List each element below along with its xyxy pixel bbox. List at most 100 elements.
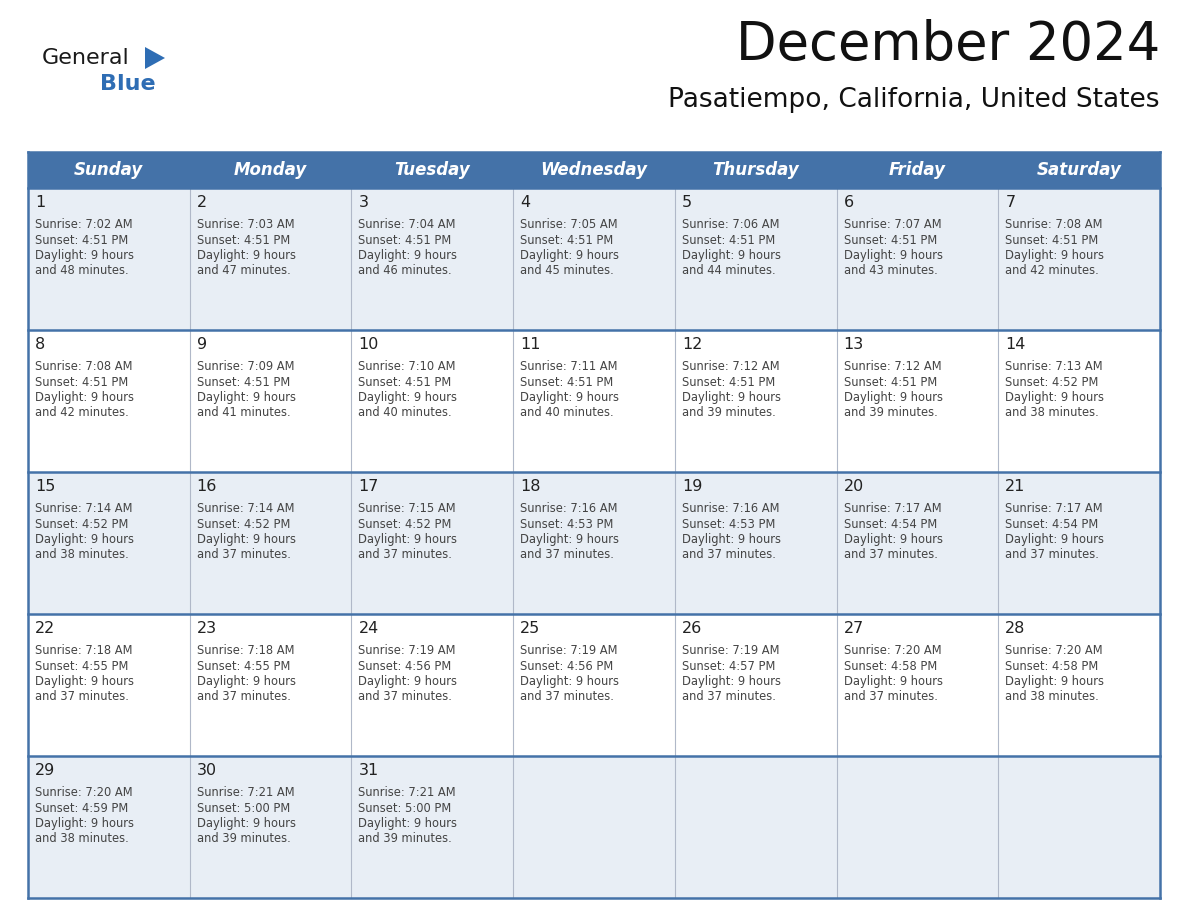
Text: and 42 minutes.: and 42 minutes.	[34, 407, 128, 420]
Text: Sunrise: 7:08 AM: Sunrise: 7:08 AM	[34, 360, 133, 373]
Text: Thursday: Thursday	[713, 161, 800, 179]
Text: and 38 minutes.: and 38 minutes.	[34, 548, 128, 562]
Text: Sunset: 4:51 PM: Sunset: 4:51 PM	[197, 233, 290, 247]
Text: and 38 minutes.: and 38 minutes.	[34, 833, 128, 845]
Text: 9: 9	[197, 337, 207, 352]
Text: Sunrise: 7:18 AM: Sunrise: 7:18 AM	[197, 644, 295, 657]
Text: Sunrise: 7:12 AM: Sunrise: 7:12 AM	[843, 360, 941, 373]
Text: Sunset: 4:51 PM: Sunset: 4:51 PM	[359, 375, 451, 388]
Text: 28: 28	[1005, 621, 1025, 636]
Text: Sunrise: 7:16 AM: Sunrise: 7:16 AM	[682, 502, 779, 515]
Text: Sunset: 4:52 PM: Sunset: 4:52 PM	[359, 518, 451, 531]
Text: Sunrise: 7:19 AM: Sunrise: 7:19 AM	[520, 644, 618, 657]
Text: and 37 minutes.: and 37 minutes.	[682, 690, 776, 703]
Text: Sunrise: 7:08 AM: Sunrise: 7:08 AM	[1005, 218, 1102, 231]
Text: Sunset: 4:55 PM: Sunset: 4:55 PM	[34, 659, 128, 673]
Text: Sunset: 4:51 PM: Sunset: 4:51 PM	[359, 233, 451, 247]
Text: Sunrise: 7:21 AM: Sunrise: 7:21 AM	[197, 786, 295, 799]
Text: Sunset: 4:51 PM: Sunset: 4:51 PM	[843, 375, 937, 388]
Text: Daylight: 9 hours: Daylight: 9 hours	[843, 391, 942, 404]
Text: Sunrise: 7:14 AM: Sunrise: 7:14 AM	[34, 502, 133, 515]
Text: and 42 minutes.: and 42 minutes.	[1005, 264, 1099, 277]
Text: 12: 12	[682, 337, 702, 352]
Bar	[29, 330, 1159, 472]
Text: Sunset: 4:51 PM: Sunset: 4:51 PM	[197, 375, 290, 388]
Text: Sunset: 4:51 PM: Sunset: 4:51 PM	[520, 233, 613, 247]
Text: Sunrise: 7:12 AM: Sunrise: 7:12 AM	[682, 360, 779, 373]
Text: Sunset: 4:53 PM: Sunset: 4:53 PM	[682, 518, 776, 531]
Text: Sunset: 4:52 PM: Sunset: 4:52 PM	[1005, 375, 1099, 388]
Text: Daylight: 9 hours: Daylight: 9 hours	[1005, 675, 1105, 688]
Text: and 37 minutes.: and 37 minutes.	[682, 548, 776, 562]
Text: Sunrise: 7:19 AM: Sunrise: 7:19 AM	[359, 644, 456, 657]
Text: 8: 8	[34, 337, 45, 352]
Text: Daylight: 9 hours: Daylight: 9 hours	[520, 533, 619, 546]
Text: Sunrise: 7:17 AM: Sunrise: 7:17 AM	[843, 502, 941, 515]
Text: Daylight: 9 hours: Daylight: 9 hours	[520, 391, 619, 404]
Text: and 37 minutes.: and 37 minutes.	[359, 548, 453, 562]
Text: Sunset: 4:56 PM: Sunset: 4:56 PM	[359, 659, 451, 673]
Text: Sunset: 4:58 PM: Sunset: 4:58 PM	[843, 659, 937, 673]
Bar	[29, 188, 1159, 330]
Text: and 47 minutes.: and 47 minutes.	[197, 264, 290, 277]
Text: Sunset: 4:52 PM: Sunset: 4:52 PM	[34, 518, 128, 531]
Text: 10: 10	[359, 337, 379, 352]
Text: Sunrise: 7:06 AM: Sunrise: 7:06 AM	[682, 218, 779, 231]
Text: 6: 6	[843, 195, 854, 210]
Text: and 43 minutes.: and 43 minutes.	[843, 264, 937, 277]
Text: Sunset: 4:51 PM: Sunset: 4:51 PM	[34, 233, 128, 247]
Text: Daylight: 9 hours: Daylight: 9 hours	[843, 533, 942, 546]
Text: Daylight: 9 hours: Daylight: 9 hours	[197, 817, 296, 830]
Polygon shape	[145, 47, 165, 69]
Text: Sunrise: 7:20 AM: Sunrise: 7:20 AM	[843, 644, 941, 657]
Text: Sunset: 4:59 PM: Sunset: 4:59 PM	[34, 801, 128, 814]
Text: Sunset: 4:58 PM: Sunset: 4:58 PM	[1005, 659, 1099, 673]
Text: 18: 18	[520, 479, 541, 494]
Text: Daylight: 9 hours: Daylight: 9 hours	[520, 675, 619, 688]
Text: Daylight: 9 hours: Daylight: 9 hours	[197, 391, 296, 404]
Text: 22: 22	[34, 621, 56, 636]
Text: and 37 minutes.: and 37 minutes.	[843, 690, 937, 703]
Text: Sunset: 4:51 PM: Sunset: 4:51 PM	[520, 375, 613, 388]
Text: December 2024: December 2024	[735, 19, 1159, 71]
Text: and 39 minutes.: and 39 minutes.	[843, 407, 937, 420]
Text: and 39 minutes.: and 39 minutes.	[359, 833, 453, 845]
Text: Daylight: 9 hours: Daylight: 9 hours	[359, 817, 457, 830]
Text: Sunrise: 7:09 AM: Sunrise: 7:09 AM	[197, 360, 295, 373]
Text: Sunset: 5:00 PM: Sunset: 5:00 PM	[359, 801, 451, 814]
Text: 24: 24	[359, 621, 379, 636]
Text: Daylight: 9 hours: Daylight: 9 hours	[34, 249, 134, 262]
Text: 25: 25	[520, 621, 541, 636]
Text: Daylight: 9 hours: Daylight: 9 hours	[682, 533, 781, 546]
Text: Sunset: 4:57 PM: Sunset: 4:57 PM	[682, 659, 776, 673]
Text: 19: 19	[682, 479, 702, 494]
Text: Daylight: 9 hours: Daylight: 9 hours	[359, 249, 457, 262]
Text: Daylight: 9 hours: Daylight: 9 hours	[34, 675, 134, 688]
Text: Pasatiempo, California, United States: Pasatiempo, California, United States	[669, 87, 1159, 113]
Text: 27: 27	[843, 621, 864, 636]
Text: and 37 minutes.: and 37 minutes.	[843, 548, 937, 562]
Text: Sunset: 4:51 PM: Sunset: 4:51 PM	[843, 233, 937, 247]
Text: and 48 minutes.: and 48 minutes.	[34, 264, 128, 277]
Text: Sunrise: 7:20 AM: Sunrise: 7:20 AM	[1005, 644, 1102, 657]
Text: Daylight: 9 hours: Daylight: 9 hours	[1005, 391, 1105, 404]
Text: Sunset: 4:56 PM: Sunset: 4:56 PM	[520, 659, 613, 673]
Text: 4: 4	[520, 195, 530, 210]
Text: Sunrise: 7:16 AM: Sunrise: 7:16 AM	[520, 502, 618, 515]
Text: 29: 29	[34, 763, 56, 778]
Text: Daylight: 9 hours: Daylight: 9 hours	[843, 249, 942, 262]
Text: Sunrise: 7:18 AM: Sunrise: 7:18 AM	[34, 644, 133, 657]
Text: Daylight: 9 hours: Daylight: 9 hours	[682, 391, 781, 404]
Text: Sunset: 4:52 PM: Sunset: 4:52 PM	[197, 518, 290, 531]
Text: Sunrise: 7:17 AM: Sunrise: 7:17 AM	[1005, 502, 1102, 515]
Text: Saturday: Saturday	[1037, 161, 1121, 179]
Text: Sunrise: 7:07 AM: Sunrise: 7:07 AM	[843, 218, 941, 231]
Text: 7: 7	[1005, 195, 1016, 210]
Text: Sunset: 4:51 PM: Sunset: 4:51 PM	[682, 233, 775, 247]
Text: and 37 minutes.: and 37 minutes.	[34, 690, 128, 703]
Text: Sunrise: 7:10 AM: Sunrise: 7:10 AM	[359, 360, 456, 373]
Text: and 37 minutes.: and 37 minutes.	[520, 548, 614, 562]
Text: 15: 15	[34, 479, 56, 494]
Text: and 38 minutes.: and 38 minutes.	[1005, 690, 1099, 703]
Text: Tuesday: Tuesday	[394, 161, 470, 179]
